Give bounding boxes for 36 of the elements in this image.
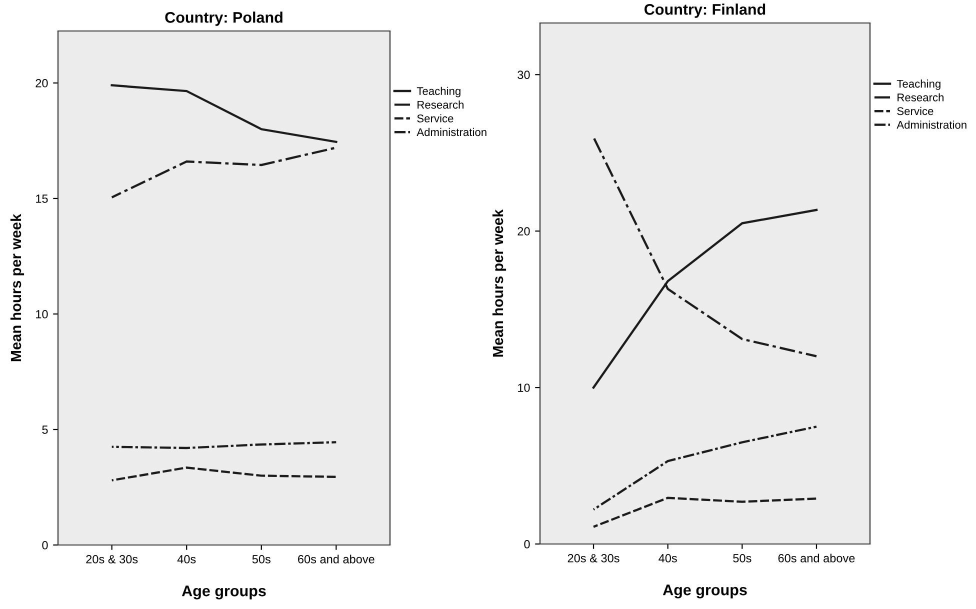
x-tick-label: 20s & 30s [86,555,138,564]
y-tick-label: 30 [518,70,530,80]
x-tick-label: 40s [658,554,677,562]
legend-label: Research [418,100,464,109]
line-series [110,84,338,143]
y-tick-label: 5 [42,426,48,434]
line-series [592,496,818,528]
legend-label: Administration [416,128,486,136]
chart-title: Country: Poland [165,12,282,26]
x-tick-label: 50s [252,555,270,564]
chart-title: Country: Finland [644,4,766,18]
y-tick-label: 15 [36,194,48,203]
legend-label: Administration [896,120,966,129]
y-tick-label: 20 [36,79,48,88]
y-axis-title: Mean hours per week [10,214,24,362]
line-series [110,466,338,482]
y-tick-label: 10 [518,384,530,392]
x-tick-label: 40s [177,555,196,564]
y-axis-title: Mean hours per week [492,209,506,357]
x-tick-label: 50s [733,554,752,562]
x-axis-title: Age groups [662,584,747,598]
y-tick-label: 20 [518,227,530,236]
legend-label: Teaching [416,86,460,98]
legend-label: Research [898,93,944,102]
y-tick-label: 0 [42,541,48,550]
y-tick-label: 10 [36,310,48,318]
legend-label: Service [897,106,934,116]
y-tick-label: 0 [524,540,530,548]
legend-label: Service [417,114,454,122]
x-tick-label: 20s & 30s [568,554,620,562]
legend-label: Teaching [896,80,940,90]
x-axis-title: Age groups [182,586,266,600]
line-series [592,426,818,511]
x-tick-label: 60s and above [298,554,374,564]
line-series [110,146,338,198]
x-tick-label: 60s and above [778,554,855,562]
